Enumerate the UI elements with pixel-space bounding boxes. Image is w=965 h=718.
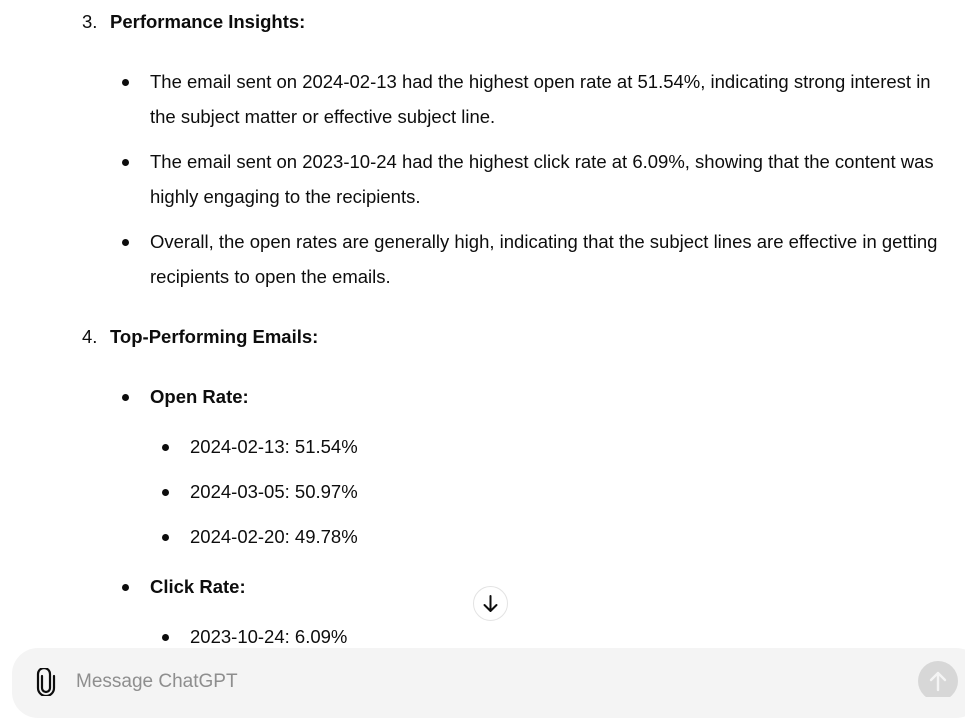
arrow-icon xyxy=(483,595,498,612)
list-number: 4. xyxy=(82,326,98,347)
group-title: Click Rate: xyxy=(150,576,246,597)
list-number: 3. xyxy=(82,11,98,32)
bullet xyxy=(162,444,169,451)
section-title: Performance Insights: xyxy=(110,11,306,32)
attach-button[interactable] xyxy=(34,668,58,696)
bullet-text: Overall, the open rates are generally hi… xyxy=(150,231,938,287)
item-text: 2024-02-13: 51.54% xyxy=(190,436,358,457)
section-title: Top-Performing Emails: xyxy=(110,326,319,347)
item-text: 2024-02-20: 49.78% xyxy=(190,526,358,547)
send-button[interactable] xyxy=(918,661,958,697)
item-text: 2023-10-24: 6.09% xyxy=(190,626,348,647)
bullet xyxy=(122,394,129,401)
bullet xyxy=(122,239,129,246)
bullet xyxy=(122,79,129,86)
bullet xyxy=(122,584,129,591)
scroll-down-button[interactable] xyxy=(472,585,509,622)
bullet xyxy=(162,489,169,496)
page: 3. Performance Insights: The email sent … xyxy=(12,11,965,718)
bullet xyxy=(162,634,169,641)
arrow-icon xyxy=(929,671,947,692)
paperclip-icon xyxy=(36,668,56,696)
item-text: 2024-03-05: 50.97% xyxy=(190,481,358,502)
bullet xyxy=(162,534,169,541)
bullet xyxy=(122,159,129,166)
bullet-text: The email sent on 2024-02-13 had the hig… xyxy=(150,71,931,127)
input-placeholder[interactable]: Message ChatGPT xyxy=(76,671,238,692)
bullet-text: The email sent on 2023-10-24 had the hig… xyxy=(150,151,934,207)
group-title: Open Rate: xyxy=(150,386,249,407)
